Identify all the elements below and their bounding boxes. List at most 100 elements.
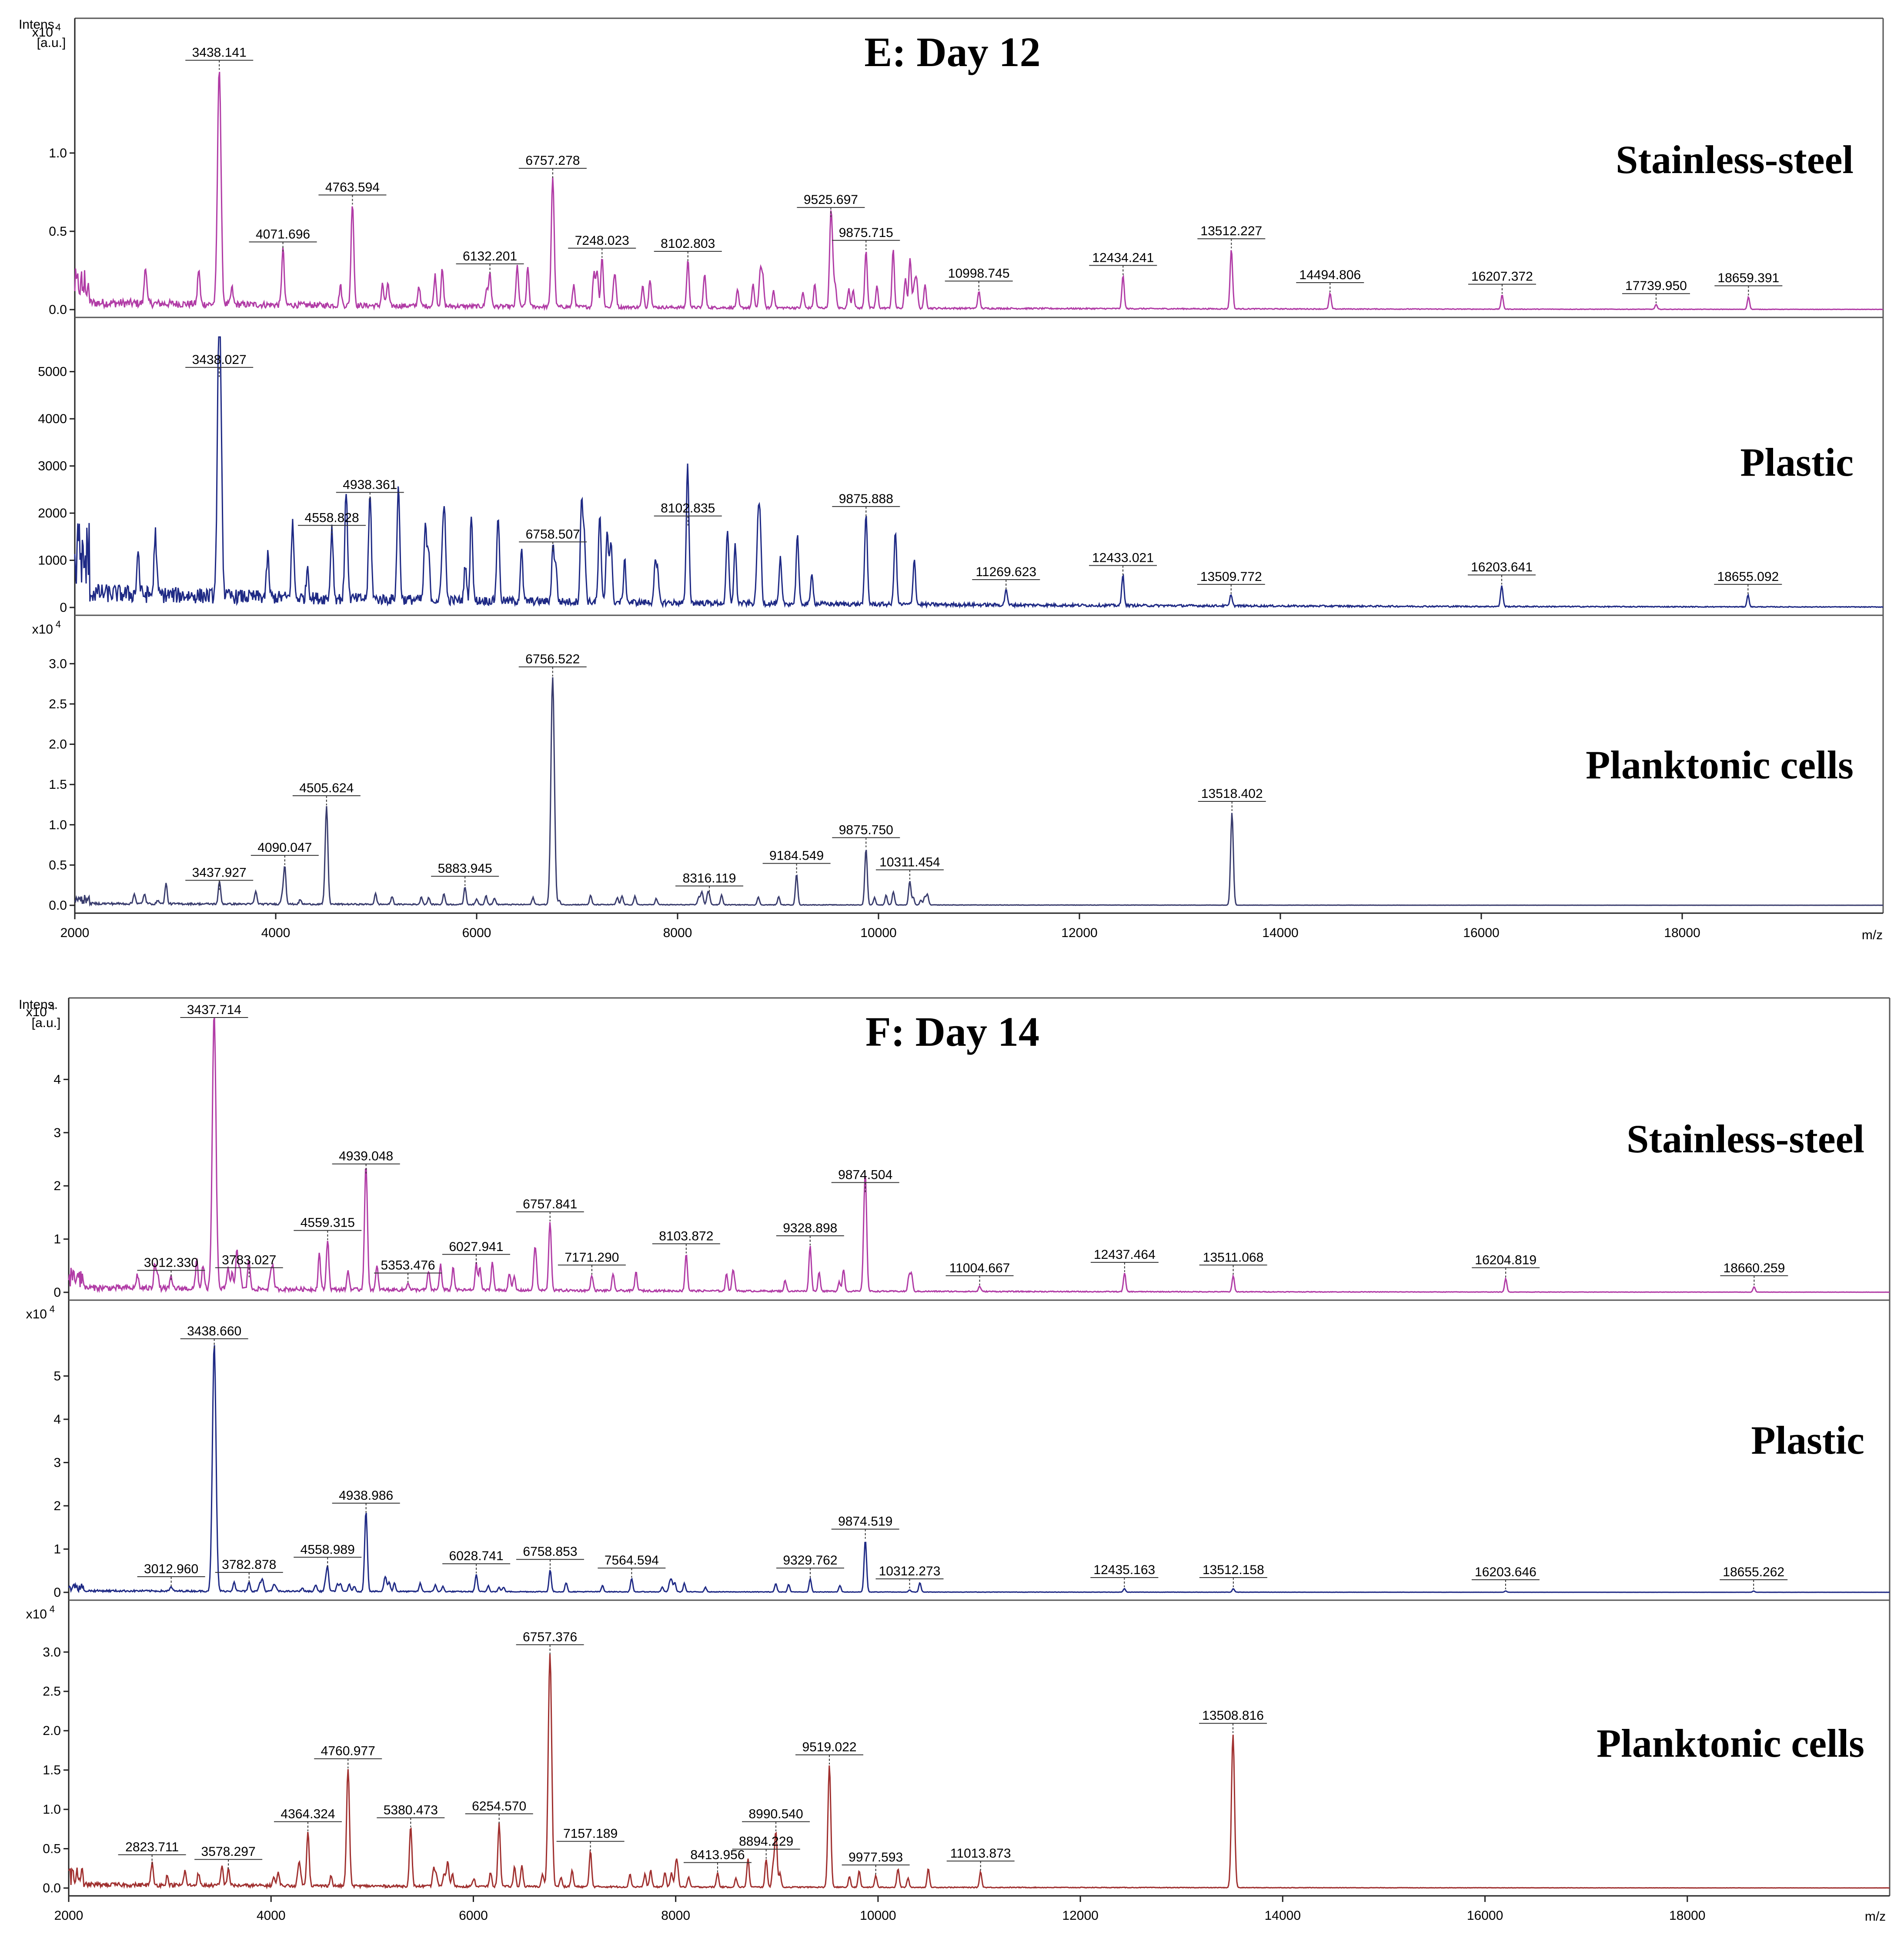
panel-title: Plastic (1751, 1418, 1864, 1462)
peak-label: 12433.021 (1092, 550, 1154, 565)
x-tick-label: 14000 (1262, 926, 1298, 940)
y-tick-label: 2 (53, 1179, 61, 1193)
y-exponent-sup: 4 (56, 619, 61, 630)
x-tick-label: 12000 (1061, 926, 1097, 940)
peak-label: 16203.641 (1471, 560, 1533, 574)
peak-label: 16204.819 (1475, 1253, 1537, 1267)
peak-label: 8102.803 (661, 237, 715, 251)
peak-label: 11269.623 (975, 565, 1036, 579)
peak-label: 4763.594 (325, 180, 380, 194)
peak-label: 13512.227 (1200, 224, 1262, 238)
peak-label: 8103.872 (659, 1229, 713, 1243)
y-tick-label: 1000 (38, 554, 67, 568)
peak-label: 13508.816 (1202, 1708, 1264, 1723)
y-tick-label: 4 (53, 1072, 61, 1087)
peak-label: 8102.835 (661, 501, 715, 516)
x-tick-label: 16000 (1463, 926, 1499, 940)
x-tick-label: 14000 (1265, 1908, 1301, 1923)
peak-label: 2823.711 (125, 1840, 179, 1854)
peak-label: 4071.696 (256, 227, 310, 241)
y-tick-label: 0.0 (43, 1881, 61, 1895)
peak-label: 3578.297 (201, 1845, 256, 1859)
peak-label: 9977.593 (848, 1850, 903, 1865)
peak-label: 9184.549 (769, 849, 824, 863)
peak-label: 3782.878 (222, 1558, 276, 1572)
peak-label: 18660.259 (1723, 1261, 1785, 1275)
peak-label: 10998.745 (948, 266, 1010, 280)
peak-label: 6132.201 (463, 249, 517, 264)
figure-e-title: E: Day 12 (864, 29, 1040, 75)
panel-planktonic-cells: 0.0 0.5 1.0 1.5 2.0 2.5 3.0 x10 4 3437.927 4090.04… (32, 614, 1883, 913)
y-tick-label: 0 (53, 1285, 61, 1300)
peak-label: 12437.464 (1094, 1248, 1156, 1262)
peak-label: 13512.158 (1203, 1563, 1264, 1577)
y-tick-label: 2.0 (49, 737, 67, 752)
y-tick-label: 0 (60, 601, 67, 615)
peak-label: 6027.941 (449, 1240, 503, 1254)
y-tick-label: 1.0 (49, 146, 67, 160)
peak-label: 12435.163 (1093, 1563, 1155, 1577)
peak-label: 10312.273 (879, 1564, 941, 1578)
spectrum-trace (68, 1345, 1890, 1594)
peak-label: 7564.594 (605, 1553, 659, 1568)
y-tick-label: 1 (53, 1542, 61, 1556)
peak-label: 6757.278 (525, 153, 580, 168)
y-tick-label: 0.5 (43, 1842, 61, 1856)
peak-label: 8316.119 (683, 871, 736, 885)
peak-label: 16207.372 (1471, 270, 1533, 284)
panel-planktonic-cells: 0.0 0.5 1.0 1.5 2.0 2.5 3.0 x10 4 2823.711 3578.29… (26, 1599, 1890, 1895)
spectrum-trace (68, 1017, 1890, 1294)
y-exponent-label: x10 (32, 622, 53, 637)
figure-f-intens-label: Intens. (19, 998, 58, 1012)
peak-label: 4505.624 (299, 781, 354, 795)
y-tick-label: 5000 (38, 365, 67, 379)
peak-label: 9874.504 (838, 1168, 892, 1182)
peak-label: 8990.540 (749, 1807, 803, 1821)
peak-label: 11013.873 (950, 1846, 1011, 1861)
figure-e-day-12: E: Day 12 Intens. [a.u.] m/z 2000 4000 600… (19, 17, 1884, 942)
figure-f-x-unit: m/z (1865, 1909, 1886, 1924)
peak-label: 18659.391 (1717, 271, 1779, 285)
x-tick-label: 6000 (462, 926, 491, 940)
peak-label: 3783.027 (222, 1253, 276, 1267)
y-exponent-sup: 4 (50, 1304, 55, 1314)
peak-label: 9329.762 (783, 1553, 837, 1568)
peak-label: 4938.361 (343, 477, 397, 492)
peak-label: 11004.667 (949, 1261, 1010, 1275)
figure-e-au-label: [a.u.] (37, 36, 66, 50)
peak-label: 7157.189 (563, 1827, 618, 1841)
y-tick-label: 3.0 (49, 657, 67, 671)
y-exponent-label: x10 (26, 1307, 47, 1321)
spectrum-trace (74, 677, 1883, 907)
y-tick-label: 1 (53, 1232, 61, 1247)
panel-title: Plastic (1740, 440, 1854, 484)
peak-label: 3012.330 (144, 1256, 198, 1270)
y-tick-label: 2 (53, 1499, 61, 1513)
peak-label: 4090.047 (257, 841, 312, 855)
x-tick-label: 8000 (663, 926, 692, 940)
peak-label: 6756.522 (525, 652, 580, 667)
y-tick-label: 0.5 (49, 858, 67, 872)
y-tick-label: 5 (53, 1369, 61, 1383)
peak-label: 9875.888 (839, 492, 893, 506)
peak-label: 5353.476 (381, 1258, 435, 1273)
peak-label: 4558.989 (301, 1542, 355, 1557)
x-tick-label: 10000 (860, 926, 896, 940)
peak-label: 3438.027 (192, 353, 247, 367)
y-tick-label: 2.5 (43, 1685, 61, 1699)
peak-label: 18655.092 (1717, 570, 1779, 584)
x-tick-label: 12000 (1062, 1908, 1098, 1923)
peak-label: 3437.927 (192, 866, 247, 880)
peak-label: 13509.772 (1200, 570, 1262, 584)
x-tick-label: 6000 (459, 1908, 488, 1923)
x-tick-label: 10000 (860, 1908, 896, 1923)
x-tick-label: 4000 (257, 1908, 286, 1923)
peak-label: 5883.945 (438, 861, 492, 876)
peak-label: 10311.454 (879, 855, 940, 869)
y-tick-label: 3000 (38, 459, 67, 474)
y-tick-label: 3.0 (43, 1645, 61, 1659)
peak-label: 6757.841 (523, 1197, 577, 1211)
panel-plastic: 0 1000 2000 3000 4000 5000 3438.027 4558.828 493… (38, 317, 1884, 615)
panel-title: Stainless-steel (1627, 1117, 1864, 1161)
x-tick-label: 18000 (1664, 926, 1700, 940)
